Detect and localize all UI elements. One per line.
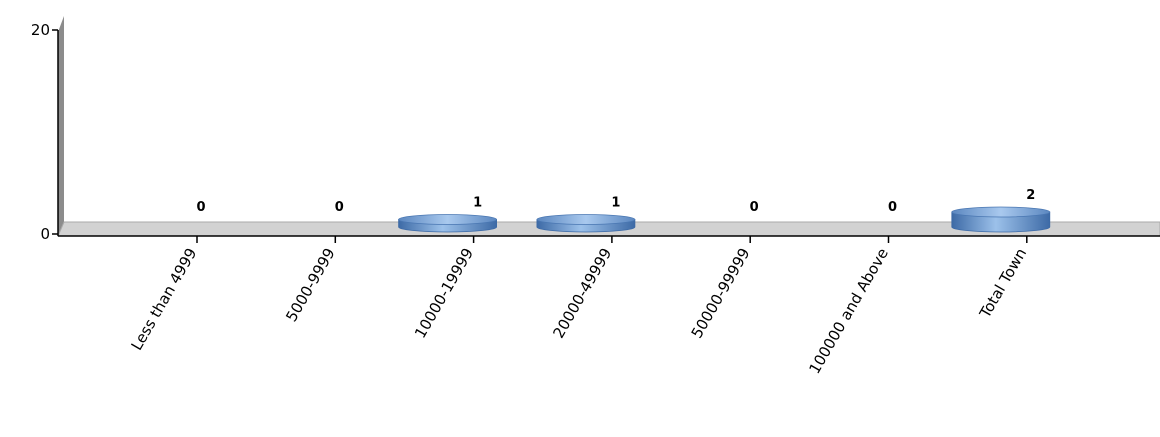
data-label: 0 xyxy=(888,200,897,215)
x-tick-label: 100000 and Above xyxy=(805,245,892,377)
x-tick-label: Less than 4999 xyxy=(128,245,201,353)
y-tick-label: 20 xyxy=(31,21,50,39)
x-tick-label: Total Town xyxy=(975,245,1030,322)
data-label: 0 xyxy=(750,200,759,215)
chart-side-wall xyxy=(58,16,64,236)
bar-body xyxy=(951,211,1051,233)
bar xyxy=(536,214,636,233)
y-tick-label: 0 xyxy=(40,225,50,243)
data-label: 2 xyxy=(1026,188,1035,203)
x-tick-label: 5000-9999 xyxy=(282,245,338,325)
bar-top xyxy=(398,214,498,225)
data-label: 0 xyxy=(196,200,205,215)
data-label: 1 xyxy=(611,196,620,211)
bar xyxy=(951,206,1051,233)
x-tick-label: 50000-99999 xyxy=(688,245,754,341)
data-labels: 0 0 1 1 0 0 2 xyxy=(196,188,1035,215)
x-axis-ticks xyxy=(196,236,1028,243)
x-tick-label: 20000-49999 xyxy=(549,245,615,341)
data-label: 1 xyxy=(473,196,482,211)
bar-top xyxy=(951,206,1051,218)
x-tick-label: 10000-19999 xyxy=(411,245,477,341)
bars xyxy=(398,206,1051,233)
y-axis-ticks: 0 20 xyxy=(31,21,58,243)
data-label: 0 xyxy=(335,200,344,215)
bar-top xyxy=(536,214,636,225)
bar xyxy=(398,214,498,233)
category-labels: Less than 4999 5000-9999 10000-19999 20000-… xyxy=(128,245,1031,377)
